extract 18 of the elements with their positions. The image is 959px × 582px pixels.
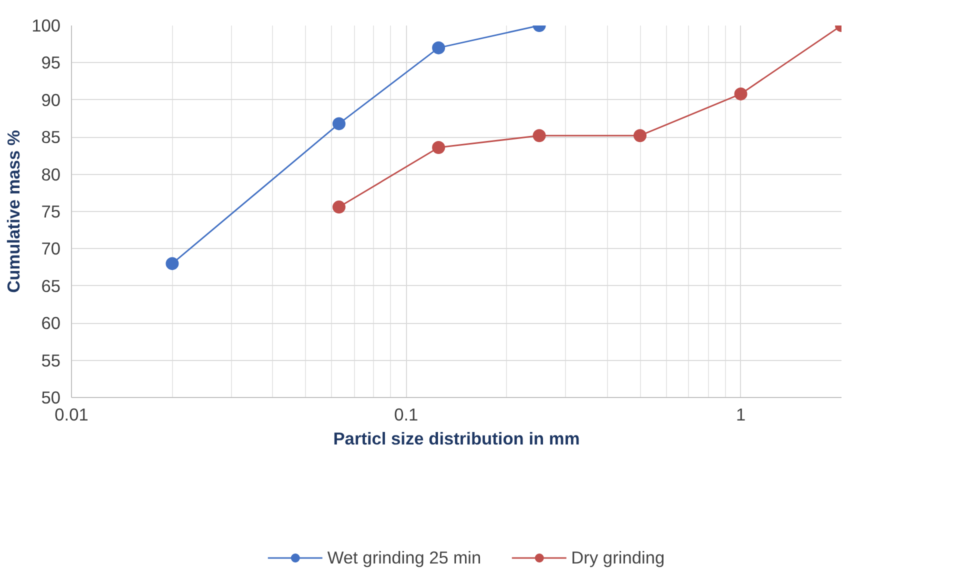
x-tick-label: 0.1 [394,404,418,424]
x-axis-title: Particl size distribution in mm [333,428,580,448]
y-tick-label: 50 [41,388,61,408]
y-axis-title: Cumulative mass % [4,130,24,293]
y-tick-label: 55 [41,350,61,370]
x-tick-label: 0.01 [54,404,88,424]
y-tick-label: 100 [32,16,61,36]
legend-label: Dry grinding [571,547,665,568]
legend-label: Wet grinding 25 min [327,547,482,568]
y-tick-label: 60 [41,313,61,334]
y-tick-label: 95 [41,52,61,73]
y-tick-label: 70 [41,238,61,259]
y-tick-label: 85 [41,127,61,148]
y-tick-label: 80 [41,164,61,184]
y-tick-label: 75 [41,202,61,222]
y-tick-label: 65 [41,276,61,296]
y-tick-label: 90 [41,90,61,110]
x-tick-label: 1 [736,404,746,424]
